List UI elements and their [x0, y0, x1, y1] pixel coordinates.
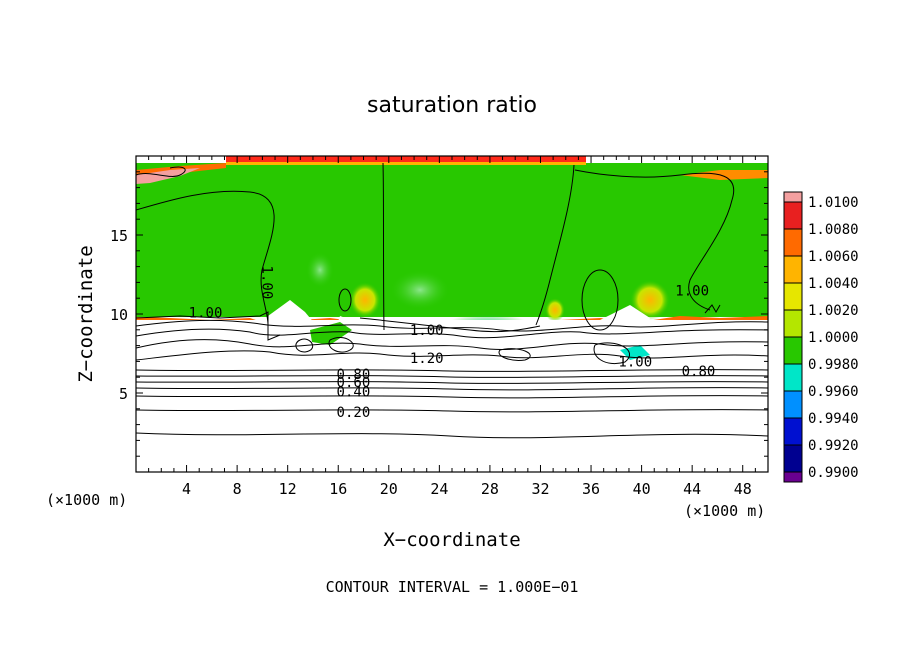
- light-region-a: [306, 252, 334, 288]
- x-unit-left: (×1000 m): [46, 491, 127, 509]
- contour-label: 0.60: [337, 375, 371, 391]
- contour-labels: 1.001.001.001.200.800.600.400.201.001.00…: [189, 266, 716, 421]
- colorbar-swatch: [784, 391, 802, 418]
- contour-label: 1.00: [675, 283, 709, 299]
- x-unit-right: (×1000 m): [684, 502, 765, 520]
- x-tick-label: 20: [380, 480, 398, 498]
- x-tick-label: 40: [633, 480, 651, 498]
- x-tick-label: 48: [734, 480, 752, 498]
- contour-label: 1.20: [410, 351, 444, 367]
- colorbar-swatch: [784, 472, 802, 482]
- light-region-b: [390, 270, 450, 310]
- colorbar-level-label: 1.0000: [808, 330, 859, 346]
- colorbar-level-label: 0.9980: [808, 357, 859, 373]
- colorbar-swatch: [784, 229, 802, 256]
- cyan-cloud-patch: [620, 345, 650, 360]
- yellow-region-c: [545, 298, 565, 322]
- x-tick-labels: 4 8 12 16 20 24 28 32 36 40 44 48: [182, 480, 752, 498]
- colorbar-level-label: 1.0060: [808, 249, 859, 265]
- x-tick-label: 12: [279, 480, 297, 498]
- contour-interval-note: CONTOUR INTERVAL = 1.000E−01: [326, 578, 579, 596]
- yellow-region-b: [630, 280, 670, 320]
- upper-right-edge: [680, 170, 768, 180]
- contour-label: 0.40: [337, 384, 371, 400]
- x-tick-label: 32: [531, 480, 549, 498]
- contour-label: 1.00: [410, 323, 444, 339]
- colorbar-level-label: 1.0080: [808, 222, 859, 238]
- y-axis-label: Z−coordinate: [75, 245, 97, 382]
- white-cloud-gap-c: [595, 305, 650, 345]
- colorbar-swatch: [784, 418, 802, 445]
- plot-field: [136, 156, 768, 472]
- tropopause-orange-band: [226, 162, 586, 165]
- contour-label: 1.00: [258, 266, 274, 300]
- contour-lines: [136, 162, 768, 439]
- chart-title: saturation ratio: [367, 93, 537, 118]
- tropopause-red-band: [226, 156, 586, 163]
- x-tick-label: 16: [329, 480, 347, 498]
- colorbar-swatch: [784, 202, 802, 229]
- contour-label: 0.80: [682, 364, 716, 380]
- x-tick-label: 36: [582, 480, 600, 498]
- axis-tick-marks: [136, 156, 768, 472]
- y-tick-label: 15: [110, 227, 128, 245]
- colorbar-level-label: 0.9920: [808, 438, 859, 454]
- x-tick-label: 8: [233, 480, 242, 498]
- y-tick-label: 5: [119, 385, 128, 403]
- colorbar-swatch: [784, 192, 802, 202]
- colorbar-level-label: 0.9940: [808, 411, 859, 427]
- colorbar-level-label: 1.0020: [808, 303, 859, 319]
- colorbar-swatch: [784, 310, 802, 337]
- colorbar-swatch: [784, 445, 802, 472]
- contour-label: 1.00: [189, 305, 223, 321]
- colorbar-level-label: 1.0040: [808, 276, 859, 292]
- contour-label: 1.00: [618, 354, 652, 370]
- colorbar-level-label: 0.9960: [808, 384, 859, 400]
- colorbar-swatch: [784, 337, 802, 364]
- colorbar-swatch: [784, 364, 802, 391]
- x-tick-label: 44: [683, 480, 701, 498]
- contour-label: 0.80: [337, 367, 371, 383]
- colorbar-level-label: 1.0100: [808, 195, 859, 211]
- x-tick-label: 24: [430, 480, 448, 498]
- colorbar-swatch: [784, 256, 802, 283]
- colorbar-swatch: [784, 283, 802, 310]
- yellow-region-a: [349, 282, 381, 318]
- colorbar: 1.0100 1.0080 1.0060 1.0040 1.0020 1.0000 0.99…: [783, 191, 859, 483]
- x-tick-label: 28: [481, 480, 499, 498]
- contour-label: 0.20: [337, 405, 371, 421]
- y-tick-label: 10: [110, 306, 128, 324]
- green-cloud-patch: [310, 322, 352, 345]
- upper-moist-layer: [136, 163, 768, 317]
- colorbar-level-label: 0.9900: [808, 465, 859, 481]
- x-axis-label: X−coordinate: [383, 529, 520, 551]
- y-tick-labels: 5 10 15: [110, 227, 128, 403]
- x-tick-label: 4: [182, 480, 191, 498]
